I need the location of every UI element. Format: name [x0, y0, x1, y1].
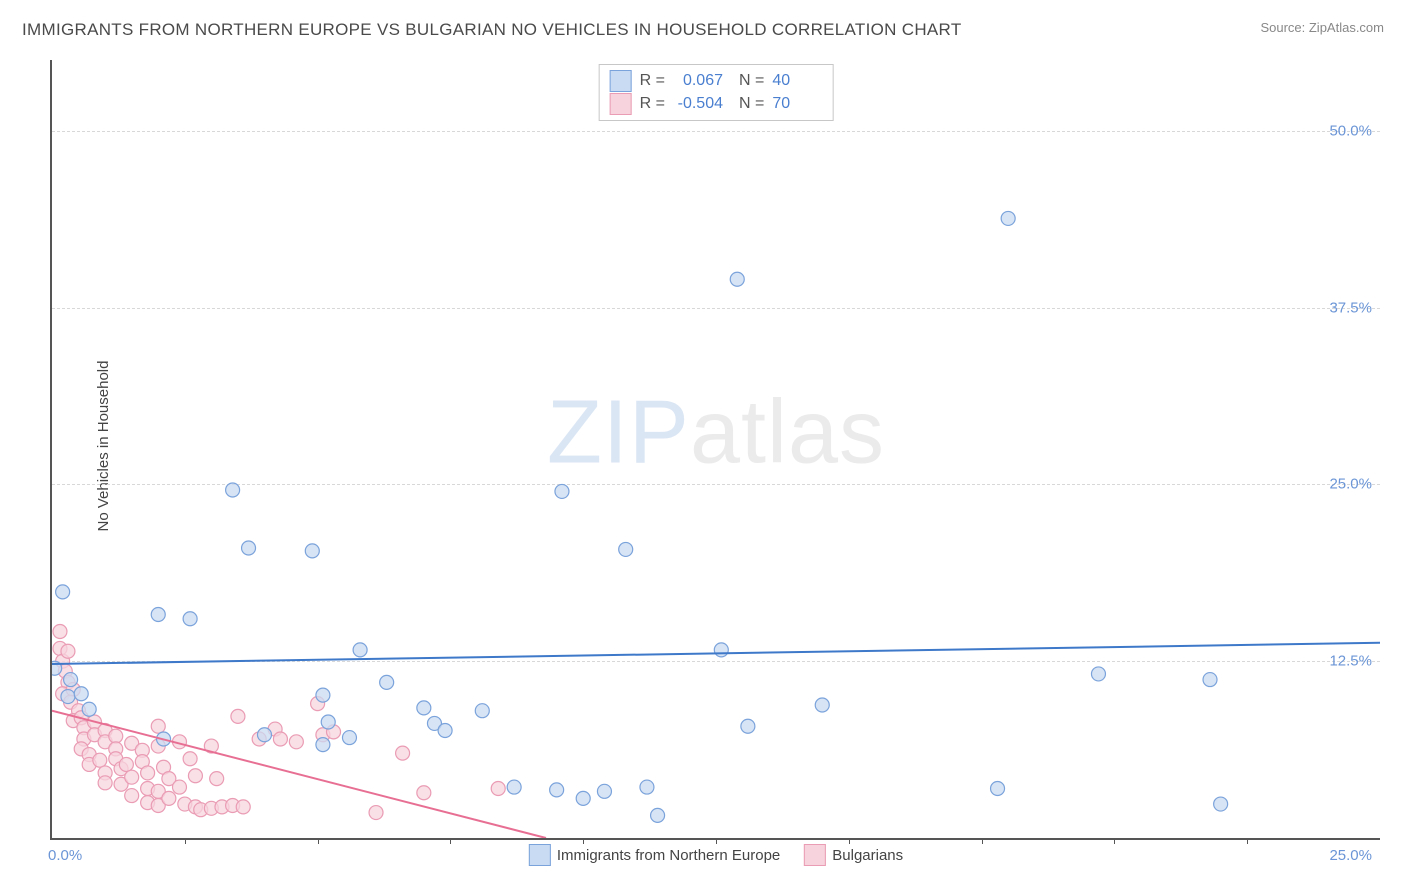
data-point: [257, 728, 271, 742]
x-tick-mark: [450, 838, 451, 844]
x-tick-mark: [982, 838, 983, 844]
data-point: [93, 753, 107, 767]
x-tick-label: 0.0%: [48, 847, 82, 864]
data-point: [640, 780, 654, 794]
data-point: [151, 608, 165, 622]
data-point: [242, 541, 256, 555]
data-point: [576, 791, 590, 805]
legend-swatch-1: [610, 93, 632, 115]
data-point: [210, 772, 224, 786]
legend-correlation-box: R = 0.067 N = 40 R = -0.504 N = 70: [599, 64, 834, 121]
data-point: [380, 675, 394, 689]
n-label: N =: [739, 95, 764, 113]
x-tick-label: 25.0%: [1329, 847, 1372, 864]
data-point: [64, 673, 78, 687]
legend-row-series-0: R = 0.067 N = 40: [610, 70, 823, 92]
data-point: [369, 806, 383, 820]
data-point: [597, 784, 611, 798]
chart-title: IMMIGRANTS FROM NORTHERN EUROPE VS BULGA…: [22, 20, 962, 40]
data-point: [98, 776, 112, 790]
x-tick-mark: [185, 838, 186, 844]
n-label: N =: [739, 72, 764, 90]
data-point: [321, 715, 335, 729]
legend-item-0: Immigrants from Northern Europe: [529, 844, 780, 866]
data-point: [815, 698, 829, 712]
data-point: [61, 690, 75, 704]
data-point: [417, 701, 431, 715]
data-point: [491, 781, 505, 795]
data-point: [316, 738, 330, 752]
r-label: R =: [640, 72, 665, 90]
legend-swatch-bottom-1: [804, 844, 826, 866]
source-value: ZipAtlas.com: [1309, 20, 1384, 35]
data-point: [289, 735, 303, 749]
data-point: [730, 272, 744, 286]
data-point: [417, 786, 431, 800]
r-label: R =: [640, 95, 665, 113]
data-point: [109, 729, 123, 743]
legend-item-1: Bulgarians: [804, 844, 903, 866]
data-point: [53, 624, 67, 638]
data-point: [555, 484, 569, 498]
data-point: [183, 752, 197, 766]
data-point: [342, 731, 356, 745]
data-point: [236, 800, 250, 814]
data-point: [475, 704, 489, 718]
data-point: [1001, 211, 1015, 225]
legend-row-series-1: R = -0.504 N = 70: [610, 93, 823, 115]
legend-swatch-0: [610, 70, 632, 92]
data-point: [1203, 673, 1217, 687]
data-point: [438, 723, 452, 737]
source-attribution: Source: ZipAtlas.com: [1260, 20, 1384, 35]
data-point: [183, 612, 197, 626]
source-label: Source:: [1260, 20, 1308, 35]
data-point: [119, 757, 133, 771]
legend-label-1: Bulgarians: [832, 847, 903, 864]
legend-swatch-bottom-0: [529, 844, 551, 866]
legend-label-0: Immigrants from Northern Europe: [557, 847, 780, 864]
n-value-0: 40: [772, 72, 822, 90]
x-tick-mark: [583, 838, 584, 844]
x-tick-mark: [1247, 838, 1248, 844]
data-point: [125, 770, 139, 784]
r-value-1: -0.504: [673, 95, 723, 113]
data-point: [162, 791, 176, 805]
data-point: [226, 483, 240, 497]
data-point: [125, 789, 139, 803]
data-point: [188, 769, 202, 783]
x-tick-mark: [1114, 838, 1115, 844]
data-point: [82, 702, 96, 716]
data-point: [1091, 667, 1105, 681]
chart-svg: [52, 60, 1380, 838]
data-point: [273, 732, 287, 746]
data-point: [507, 780, 521, 794]
data-point: [316, 688, 330, 702]
x-tick-mark: [716, 838, 717, 844]
data-point: [550, 783, 564, 797]
data-point: [741, 719, 755, 733]
legend-bottom: Immigrants from Northern Europe Bulgaria…: [529, 844, 903, 866]
data-point: [991, 781, 1005, 795]
data-point: [651, 808, 665, 822]
r-value-0: 0.067: [673, 72, 723, 90]
data-point: [305, 544, 319, 558]
data-point: [231, 709, 245, 723]
plot-area: ZIPatlas R = 0.067 N = 40 R = -0.504 N =…: [50, 60, 1380, 840]
n-value-1: 70: [772, 95, 822, 113]
x-tick-mark: [318, 838, 319, 844]
data-point: [396, 746, 410, 760]
data-point: [172, 780, 186, 794]
data-point: [714, 643, 728, 657]
data-point: [151, 719, 165, 733]
data-point: [353, 643, 367, 657]
data-point: [141, 766, 155, 780]
data-point: [1214, 797, 1228, 811]
data-point: [619, 542, 633, 556]
x-tick-mark: [849, 838, 850, 844]
data-point: [61, 644, 75, 658]
data-point: [56, 585, 70, 599]
data-point: [74, 687, 88, 701]
